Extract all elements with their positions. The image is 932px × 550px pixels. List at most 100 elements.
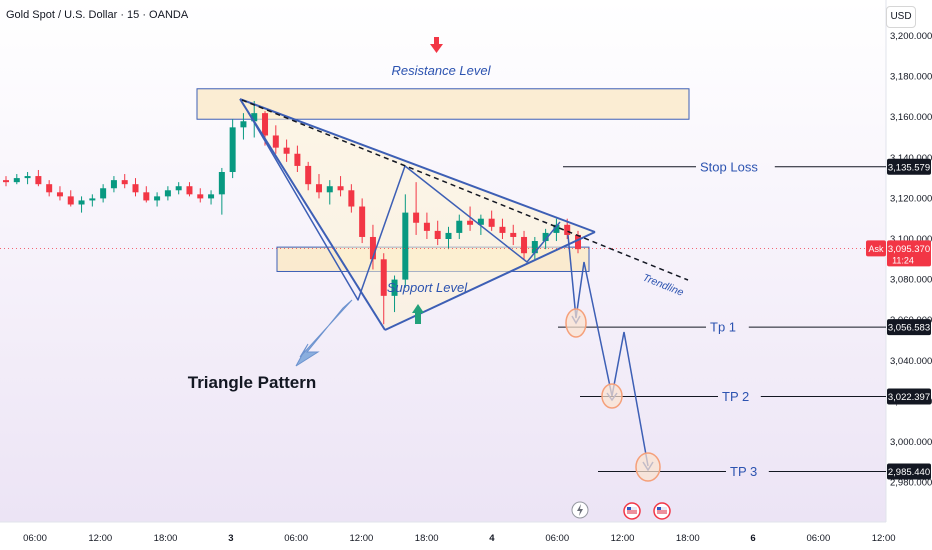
candle bbox=[531, 236, 538, 260]
time-tick-label: 06:00 bbox=[545, 533, 569, 544]
level-label: Stop Loss bbox=[700, 159, 758, 174]
candle bbox=[164, 186, 171, 201]
candle bbox=[67, 190, 74, 207]
candle bbox=[380, 253, 387, 325]
candle bbox=[100, 184, 107, 203]
candle bbox=[553, 218, 560, 242]
candle bbox=[499, 218, 506, 239]
candle bbox=[521, 230, 528, 260]
svg-text:11:24: 11:24 bbox=[892, 255, 914, 265]
resistance-down-arrow-icon bbox=[430, 37, 443, 53]
level-price-tag: 2,985.440 bbox=[887, 463, 931, 480]
level-label: TP 2 bbox=[722, 389, 749, 404]
candle bbox=[186, 182, 193, 197]
level-label: Tp 1 bbox=[710, 320, 736, 335]
time-tick-label: 4 bbox=[489, 533, 495, 544]
candle bbox=[326, 180, 333, 205]
time-axis-panel bbox=[0, 522, 886, 550]
currency-button[interactable]: USD bbox=[886, 6, 916, 28]
svg-text:3,056.583: 3,056.583 bbox=[888, 323, 930, 334]
price-tick-label: 3,180.000 bbox=[890, 72, 932, 83]
level-price-tag: 3,056.583 bbox=[887, 319, 931, 336]
candle bbox=[46, 180, 53, 197]
tp3-circle bbox=[635, 452, 661, 482]
candle bbox=[56, 186, 63, 201]
candle bbox=[110, 176, 117, 193]
time-tick-label: 06:00 bbox=[23, 533, 47, 544]
candle bbox=[359, 198, 366, 244]
time-tick-label: 18:00 bbox=[415, 533, 439, 544]
time-tick-label: 12:00 bbox=[350, 533, 374, 544]
candle bbox=[445, 226, 452, 250]
candle bbox=[413, 182, 420, 235]
us-flag-event-icon[interactable] bbox=[623, 502, 641, 520]
level-tp-2[interactable]: TP 2 bbox=[580, 389, 886, 404]
candle bbox=[208, 190, 215, 205]
candle bbox=[13, 174, 20, 185]
time-tick-label: 06:00 bbox=[284, 533, 308, 544]
candle bbox=[251, 100, 258, 138]
price-axis-panel bbox=[886, 0, 932, 550]
time-tick-label: 12:00 bbox=[88, 533, 112, 544]
svg-text:3,022.397: 3,022.397 bbox=[888, 392, 930, 403]
svg-text:2,985.440: 2,985.440 bbox=[888, 467, 930, 478]
price-tick-label: 3,080.000 bbox=[890, 275, 932, 286]
candle bbox=[337, 176, 344, 197]
triangle-pointer-arrow-icon bbox=[295, 299, 353, 367]
us-flag-event-icon[interactable] bbox=[653, 502, 671, 520]
price-tick-label: 3,100.000 bbox=[890, 234, 932, 245]
candle bbox=[121, 174, 128, 189]
lightning-event-icon[interactable] bbox=[571, 501, 589, 519]
level-price-tag: 3,135.579 bbox=[887, 158, 931, 175]
svg-text:3,095.370: 3,095.370 bbox=[888, 244, 930, 255]
candle bbox=[154, 192, 161, 207]
candle bbox=[315, 174, 322, 199]
level-tp-1[interactable]: Tp 1 bbox=[558, 320, 886, 335]
candle bbox=[197, 188, 204, 203]
time-tick-label: 12:00 bbox=[611, 533, 635, 544]
candle bbox=[467, 206, 474, 231]
candles bbox=[3, 100, 581, 325]
tp2-circle bbox=[601, 383, 623, 409]
candle bbox=[510, 224, 517, 246]
time-tick-label: 3 bbox=[228, 533, 233, 544]
level-stop-loss[interactable]: Stop Loss bbox=[563, 159, 886, 174]
candle bbox=[24, 172, 31, 185]
price-tick-label: 3,200.000 bbox=[890, 31, 932, 42]
candle bbox=[402, 194, 409, 288]
triangle-upper-line[interactable] bbox=[239, 98, 596, 233]
candle bbox=[218, 167, 225, 215]
candle bbox=[305, 161, 312, 191]
level-label: TP 3 bbox=[730, 464, 757, 479]
time-tick-label: 06:00 bbox=[806, 533, 830, 544]
candle bbox=[35, 169, 42, 187]
tp1-circle bbox=[565, 308, 587, 338]
candle bbox=[175, 182, 182, 195]
target-levels: Stop Loss Tp 1 TP 2 TP 3 bbox=[558, 159, 886, 479]
svg-text:Ask: Ask bbox=[868, 244, 884, 254]
price-tick-label: 2,980.000 bbox=[890, 478, 932, 489]
dashed-trendline[interactable] bbox=[241, 99, 689, 281]
triangle-pattern-label: Triangle Pattern bbox=[188, 373, 316, 392]
svg-text:3,135.579: 3,135.579 bbox=[888, 162, 930, 173]
candle bbox=[434, 220, 441, 246]
time-tick-label: 12:00 bbox=[872, 533, 896, 544]
candle bbox=[294, 145, 301, 173]
candle bbox=[348, 184, 355, 213]
candle bbox=[240, 113, 247, 140]
symbol-title: Gold Spot / U.S. Dollar · 15 · OANDA bbox=[6, 9, 189, 21]
candle bbox=[89, 194, 96, 207]
level-tp-3[interactable]: TP 3 bbox=[598, 464, 886, 479]
candle bbox=[3, 176, 9, 187]
time-tick-label: 18:00 bbox=[676, 533, 700, 544]
candle bbox=[488, 210, 495, 231]
candle bbox=[143, 186, 150, 203]
resistance-label: Resistance Level bbox=[392, 63, 492, 78]
support-up-arrow-icon bbox=[412, 304, 424, 324]
time-axis-ticks: 06:00 12:00 18:00 3 06:00 12:00 18:00 4 06:00 12:… bbox=[23, 533, 895, 544]
projected-path[interactable] bbox=[567, 234, 649, 467]
price-tick-label: 3,120.000 bbox=[890, 193, 932, 204]
candle bbox=[132, 178, 139, 197]
